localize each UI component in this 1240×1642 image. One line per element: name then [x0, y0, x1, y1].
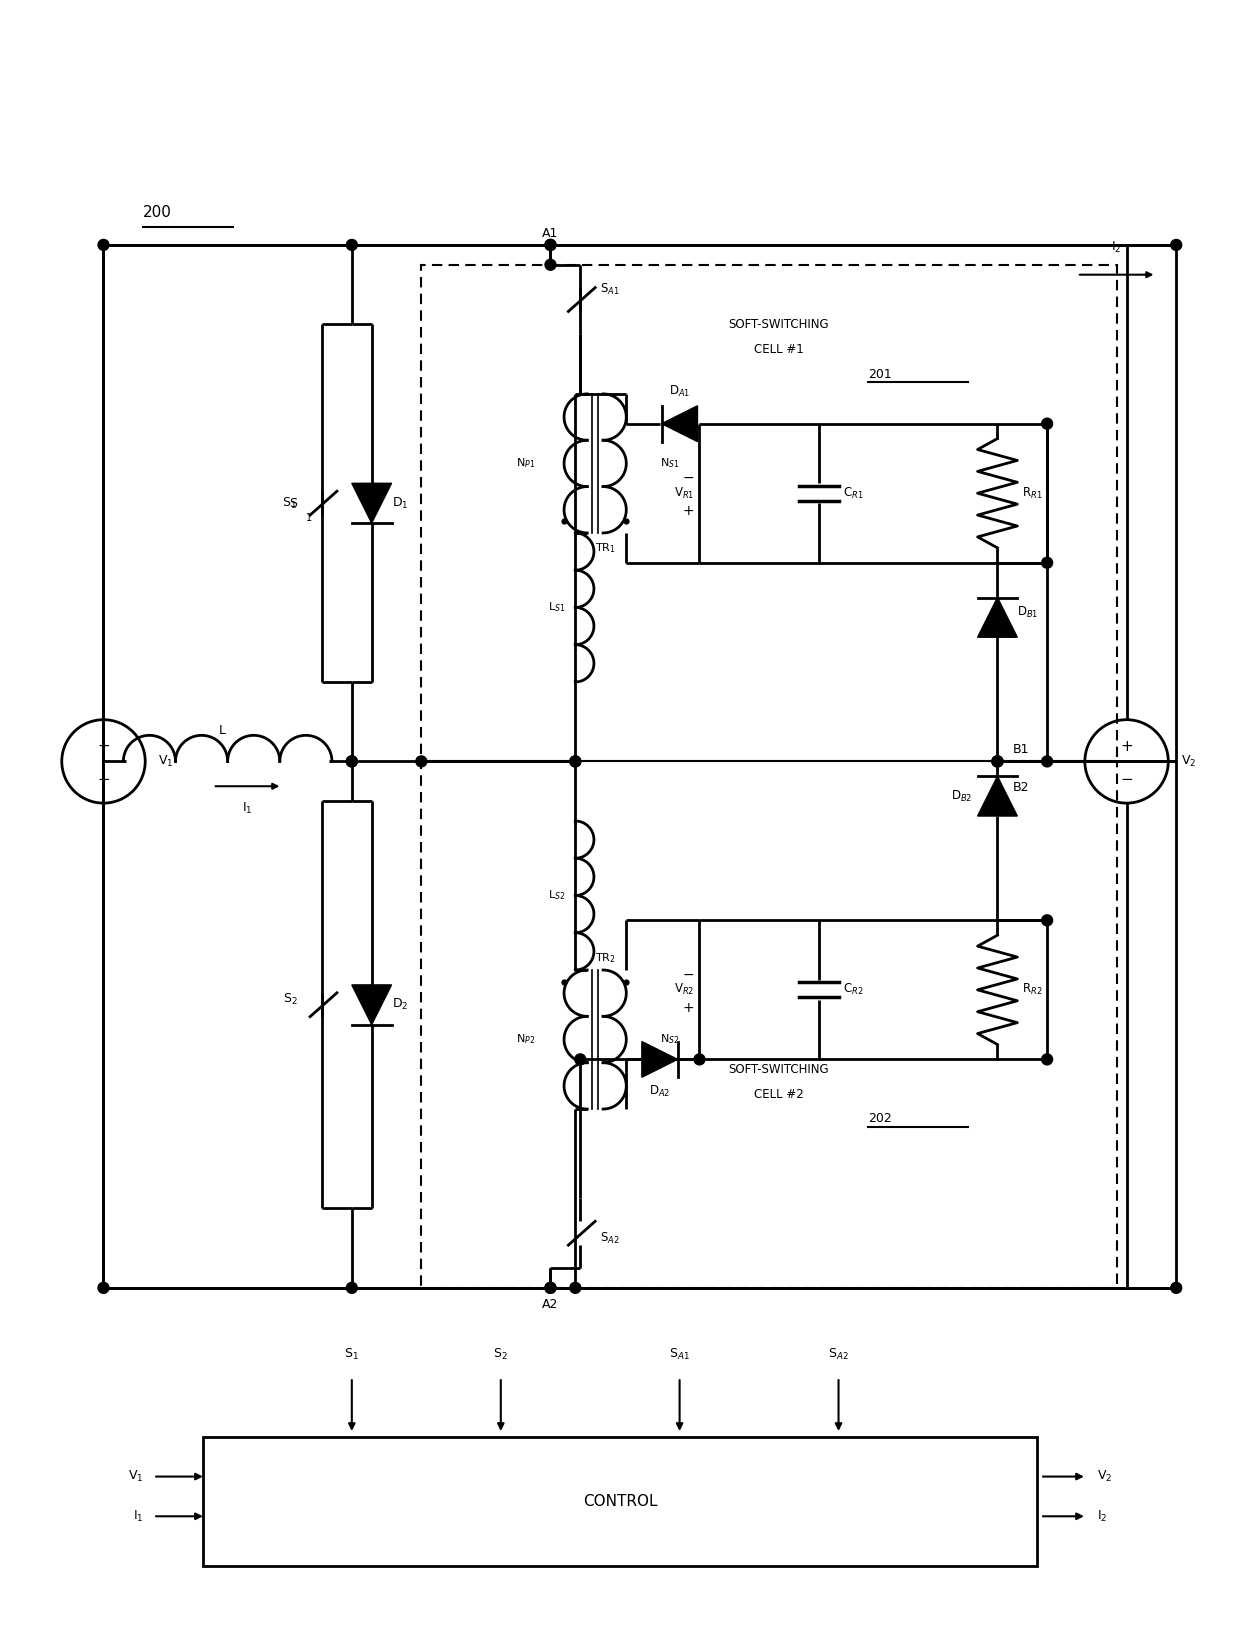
Text: CONTROL: CONTROL	[583, 1494, 657, 1509]
Text: I$_2$: I$_2$	[1111, 240, 1122, 255]
Circle shape	[415, 755, 427, 767]
Polygon shape	[662, 406, 697, 442]
Text: −: −	[1120, 772, 1133, 787]
Text: D$_1$: D$_1$	[392, 496, 408, 511]
Text: S$_{A2}$: S$_{A2}$	[600, 1230, 620, 1246]
Bar	[422, 762, 1117, 1287]
Text: V$_{R1}$: V$_{R1}$	[675, 486, 694, 501]
Text: A1: A1	[542, 227, 559, 240]
Circle shape	[1171, 1282, 1182, 1294]
Text: −: −	[683, 967, 694, 982]
Text: L: L	[219, 724, 226, 737]
Circle shape	[992, 755, 1003, 767]
Circle shape	[694, 1054, 704, 1066]
Text: CELL #1: CELL #1	[754, 343, 804, 356]
Circle shape	[1042, 419, 1053, 429]
Text: I$_1$: I$_1$	[133, 1509, 144, 1524]
Bar	[203, 1437, 1037, 1566]
Text: I$_2$: I$_2$	[1096, 1509, 1107, 1524]
Polygon shape	[977, 598, 1017, 637]
Text: −: −	[97, 772, 110, 787]
Text: S$_{A2}$: S$_{A2}$	[828, 1346, 849, 1363]
Text: S$_2$: S$_2$	[494, 1346, 508, 1363]
Circle shape	[98, 240, 109, 250]
Text: S$_1$: S$_1$	[283, 496, 298, 511]
Text: D$_{A2}$: D$_{A2}$	[649, 1084, 671, 1100]
Text: N$_{P1}$: N$_{P1}$	[516, 456, 536, 470]
Circle shape	[992, 755, 1003, 767]
Text: +: +	[683, 504, 694, 519]
Text: S: S	[289, 496, 298, 509]
Circle shape	[346, 755, 357, 767]
Text: +: +	[1120, 739, 1133, 754]
Text: D$_{A1}$: D$_{A1}$	[668, 384, 691, 399]
Circle shape	[546, 240, 556, 250]
Circle shape	[570, 755, 580, 767]
Circle shape	[1042, 557, 1053, 568]
Text: SOFT-SWITCHING: SOFT-SWITCHING	[729, 1062, 830, 1076]
Text: N$_{P2}$: N$_{P2}$	[516, 1033, 536, 1046]
Text: R$_{R1}$: R$_{R1}$	[1022, 486, 1043, 501]
Text: D$_{B1}$: D$_{B1}$	[1017, 604, 1039, 621]
Text: +: +	[97, 739, 110, 754]
Text: V$_{R2}$: V$_{R2}$	[675, 982, 694, 997]
Circle shape	[346, 755, 357, 767]
Text: D$_2$: D$_2$	[392, 997, 408, 1013]
Text: A2: A2	[542, 1297, 559, 1310]
Text: S$_{A1}$: S$_{A1}$	[670, 1346, 689, 1363]
Circle shape	[546, 1282, 556, 1294]
Circle shape	[546, 240, 556, 250]
Text: TR$_1$: TR$_1$	[595, 540, 616, 555]
Text: N$_{S1}$: N$_{S1}$	[660, 456, 680, 470]
Circle shape	[1042, 755, 1053, 767]
Text: V$_1$: V$_1$	[128, 1470, 144, 1484]
Text: B2: B2	[1012, 782, 1029, 795]
Circle shape	[570, 755, 580, 767]
Circle shape	[1042, 915, 1053, 926]
Text: 201: 201	[868, 368, 892, 381]
Circle shape	[1042, 1054, 1053, 1066]
Text: SOFT-SWITCHING: SOFT-SWITCHING	[729, 319, 830, 330]
Text: D$_{B2}$: D$_{B2}$	[951, 788, 972, 803]
Polygon shape	[352, 985, 392, 1025]
Circle shape	[98, 1282, 109, 1294]
Text: R$_{R2}$: R$_{R2}$	[1022, 982, 1043, 997]
Text: 202: 202	[868, 1113, 892, 1125]
Text: V$_2$: V$_2$	[1182, 754, 1197, 768]
Circle shape	[346, 1282, 357, 1294]
Text: V$_2$: V$_2$	[1096, 1470, 1112, 1484]
Circle shape	[546, 259, 556, 271]
Text: CELL #2: CELL #2	[754, 1087, 804, 1100]
Text: S$_{A1}$: S$_{A1}$	[600, 282, 620, 297]
Text: N$_{S2}$: N$_{S2}$	[660, 1033, 680, 1046]
Text: C$_{R2}$: C$_{R2}$	[843, 982, 864, 997]
Circle shape	[546, 1282, 556, 1294]
Bar	[422, 264, 1117, 762]
Polygon shape	[352, 483, 392, 524]
Circle shape	[575, 1054, 585, 1066]
Text: I$_1$: I$_1$	[242, 801, 253, 816]
Text: B1: B1	[1012, 744, 1029, 757]
Text: L$_{S1}$: L$_{S1}$	[548, 601, 565, 614]
Text: 1: 1	[306, 512, 312, 524]
Circle shape	[992, 755, 1003, 767]
Text: L$_{S2}$: L$_{S2}$	[548, 888, 565, 903]
Polygon shape	[642, 1041, 677, 1077]
Text: S$_1$: S$_1$	[345, 1346, 360, 1363]
Text: +: +	[683, 1000, 694, 1015]
Text: S$_2$: S$_2$	[283, 992, 298, 1007]
Text: 200: 200	[144, 205, 172, 220]
Text: −: −	[683, 471, 694, 486]
Text: C$_{R1}$: C$_{R1}$	[843, 486, 864, 501]
Text: V$_1$: V$_1$	[159, 754, 174, 768]
Text: TR$_2$: TR$_2$	[595, 951, 616, 965]
Polygon shape	[977, 777, 1017, 816]
Circle shape	[1171, 240, 1182, 250]
Circle shape	[346, 240, 357, 250]
Circle shape	[570, 1282, 580, 1294]
